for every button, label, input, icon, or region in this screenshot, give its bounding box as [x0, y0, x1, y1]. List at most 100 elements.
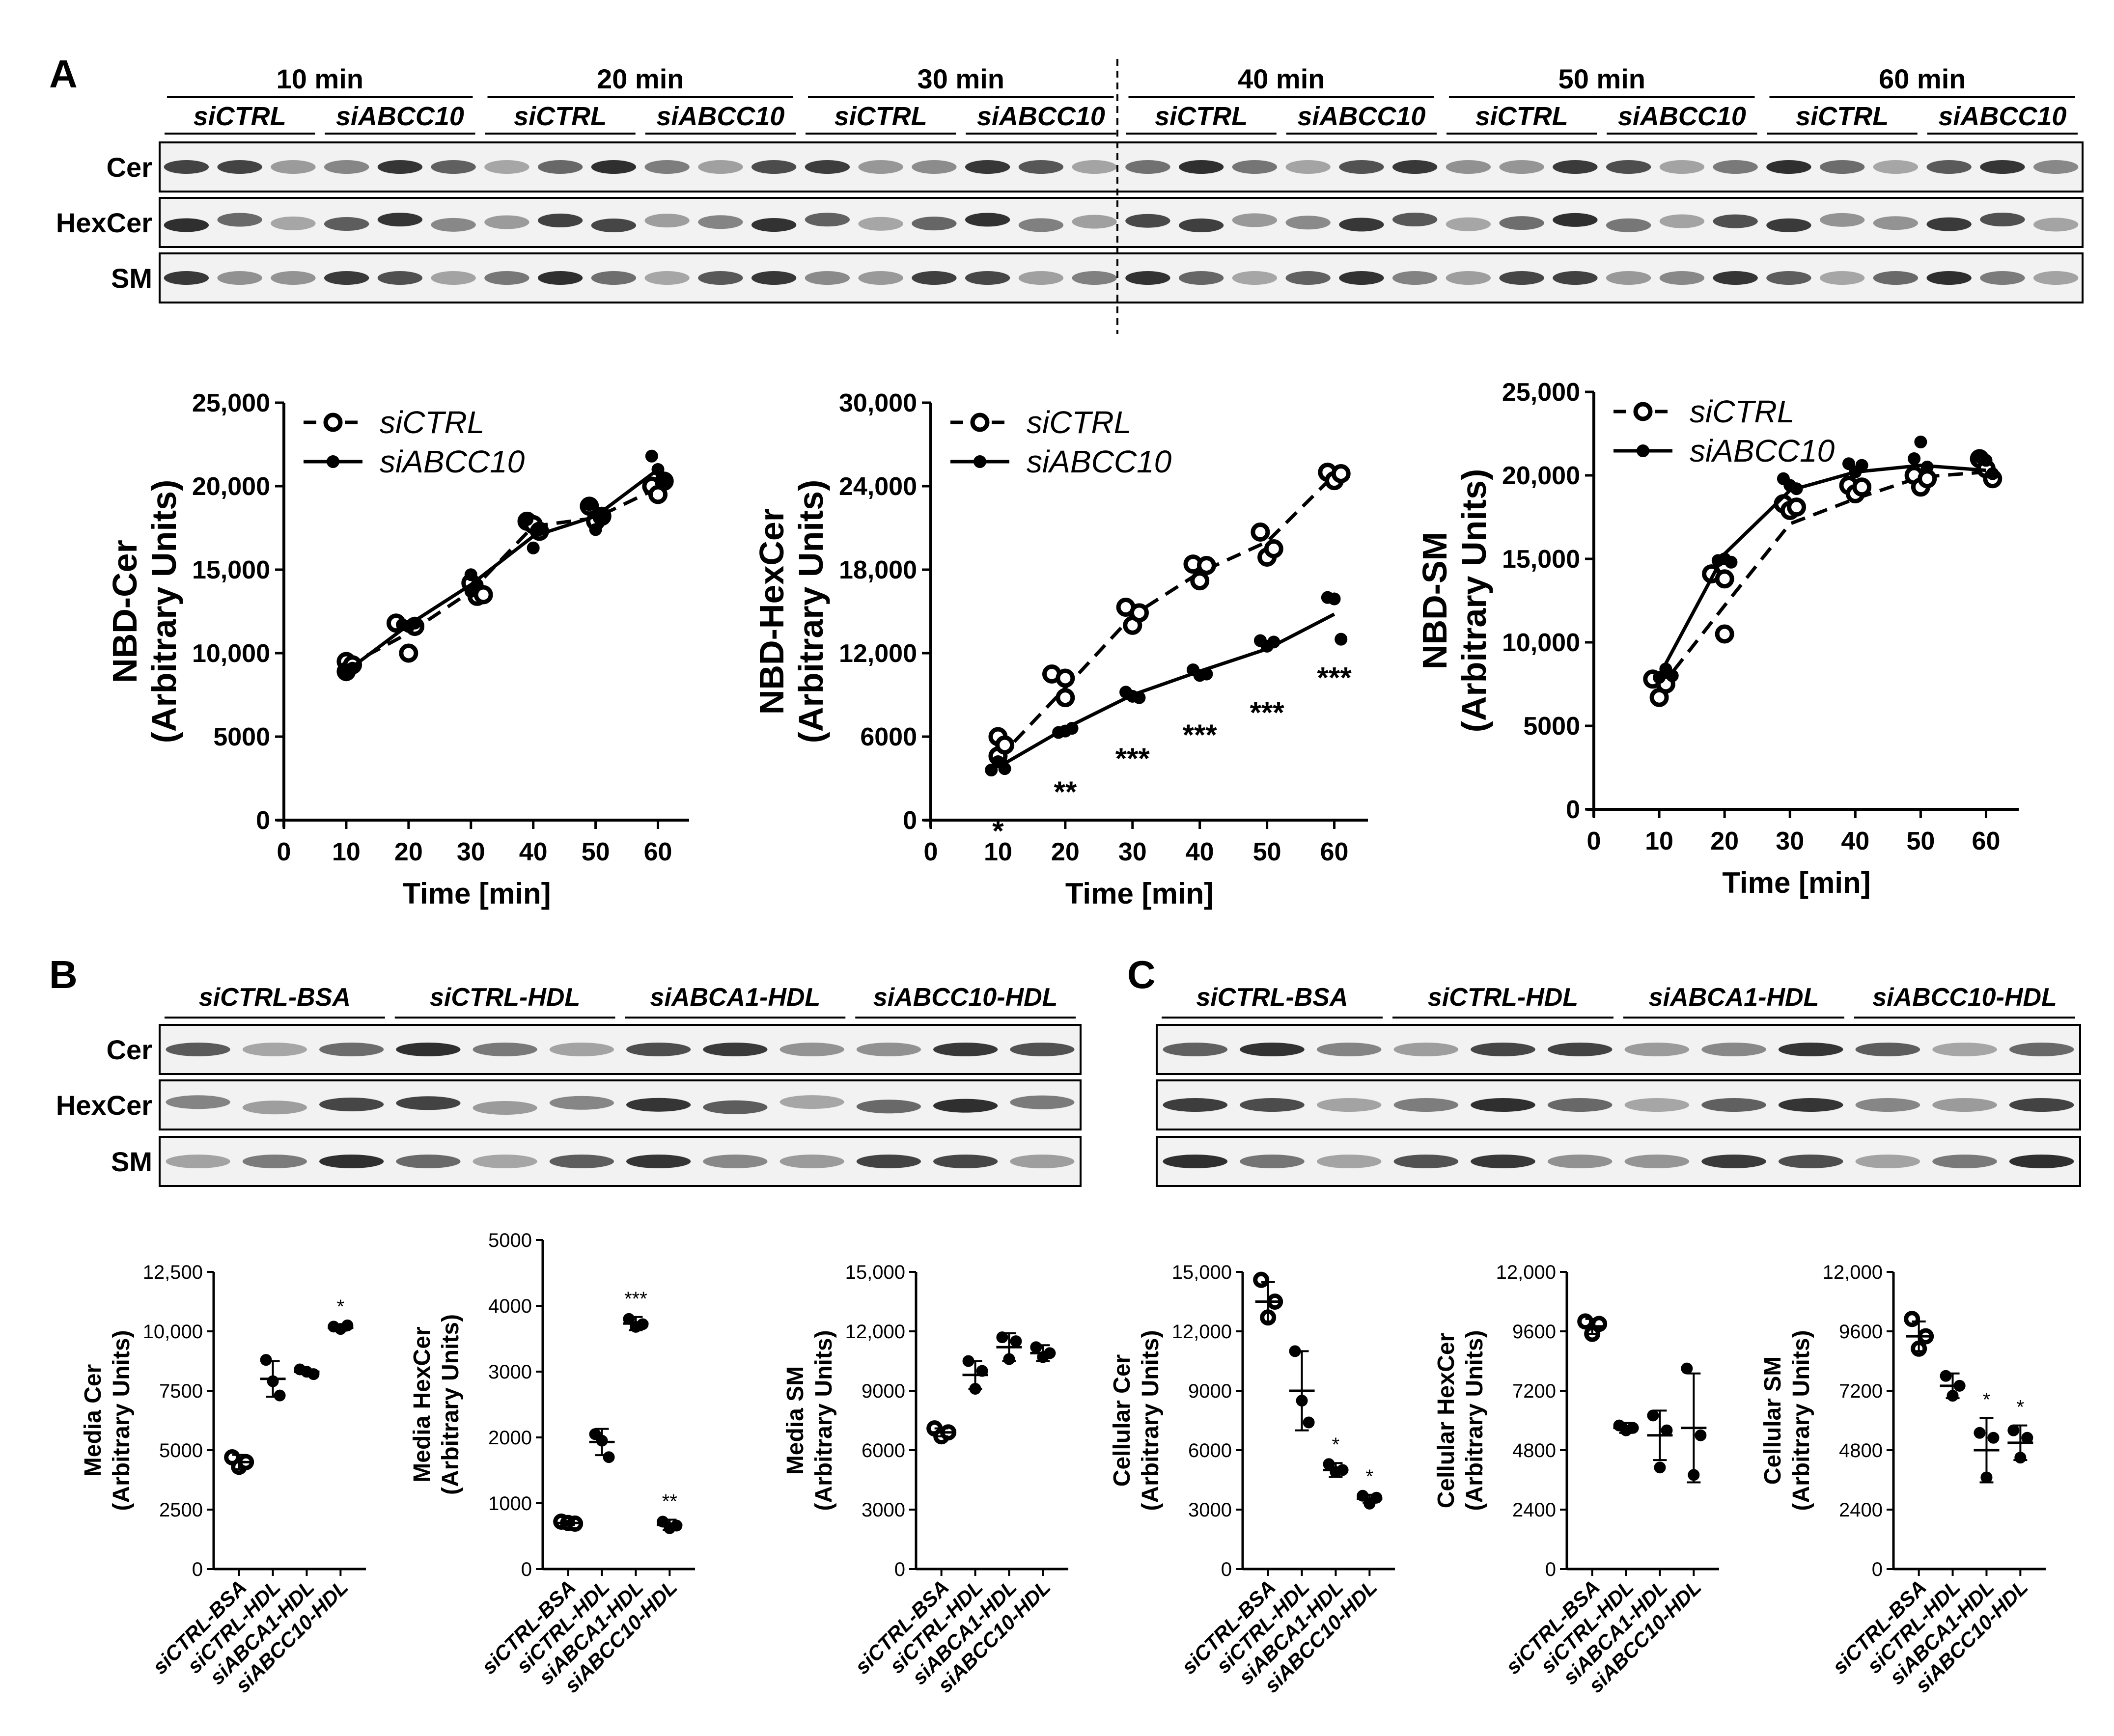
data-point [2007, 1424, 2020, 1436]
y-axis-label: (Arbitrary Units) [1462, 1330, 1488, 1511]
blot-band [1392, 160, 1438, 174]
data-point-siABCC10 [589, 523, 602, 536]
y-tick-label: 0 [1872, 1559, 1883, 1580]
y-axis-label: (Arbitrary Units) [792, 480, 830, 744]
blot-band [166, 1155, 230, 1168]
y-tick-label: 10,000 [192, 639, 270, 668]
blot-band [912, 160, 957, 174]
y-tick-label: 2400 [1512, 1499, 1556, 1521]
blot-band [644, 214, 690, 228]
blot-band [1819, 160, 1865, 174]
blot-band [1855, 1043, 1920, 1056]
y-tick-label: 6000 [860, 723, 917, 751]
blot-band [1932, 1043, 1997, 1056]
significance-label: *** [1317, 661, 1352, 694]
blot-band [1932, 1098, 1997, 1112]
group-label: siABCC10-HDL [1872, 983, 2057, 1012]
blot-band [779, 1155, 844, 1168]
blot-band [805, 213, 850, 227]
blot-band [324, 160, 369, 174]
chart-b3: 030006000900012,00015,000siCTRL-BSAsiCTR… [782, 1262, 1068, 1697]
blot-band [1240, 1043, 1305, 1056]
blot-band [1499, 160, 1544, 174]
y-tick-label: 0 [1545, 1559, 1556, 1580]
blot-strip-c-row-2-frame [1156, 1079, 2081, 1130]
x-tick-label: 10 [332, 838, 361, 866]
time-label: 60 min [1879, 63, 1966, 94]
data-point-siCTRL [1715, 624, 1734, 644]
data-point-siABCC10 [645, 449, 658, 463]
legend-label: siCTRL [1690, 394, 1794, 429]
y-tick-label: 20,000 [1502, 462, 1580, 490]
y-axis-label: Cellular SM [1760, 1356, 1786, 1485]
data-point-siCTRL [1056, 688, 1075, 708]
y-tick-label: 5000 [159, 1440, 203, 1461]
y-tick-label: 4000 [488, 1295, 532, 1317]
blot-band [912, 271, 957, 285]
fit-line-siCTRL [997, 473, 1336, 760]
blot-band [858, 217, 903, 231]
blot-band [1392, 271, 1438, 285]
data-point [603, 1451, 615, 1463]
blot-band [324, 271, 369, 285]
legend-label: siABCC10 [1027, 444, 1172, 479]
data-point [1303, 1416, 1315, 1429]
data-point [1974, 1427, 1986, 1439]
data-point-siCTRL [1251, 523, 1270, 542]
blot-band [1873, 271, 1919, 285]
group-label: siCTRL-BSA [199, 983, 351, 1012]
group-label: siCTRL [1475, 102, 1568, 131]
blot-band [1547, 1155, 1613, 1168]
blot-band [1446, 160, 1491, 174]
blot-band [431, 218, 476, 232]
data-point-siABCC10 [527, 541, 540, 554]
blot-band [856, 1155, 921, 1168]
blot-band [319, 1155, 384, 1168]
blot-band [242, 1101, 307, 1115]
data-point-siCTRL [399, 643, 418, 663]
blot-band [591, 160, 637, 174]
group-label: siABCA1-HDL [650, 983, 821, 1012]
data-point-siCTRL [1331, 464, 1351, 483]
blot-band [856, 1043, 921, 1056]
blot-band [1163, 1155, 1228, 1168]
y-tick-label: 12,000 [1172, 1321, 1232, 1343]
significance-label: * [1983, 1389, 1991, 1410]
data-point-siCTRL [1918, 469, 1937, 489]
data-point [1681, 1362, 1693, 1375]
group-label: siCTRL [194, 102, 286, 131]
blot-band [1659, 160, 1705, 174]
blot-band [1778, 1098, 1843, 1112]
y-axis-label: (Arbitrary Units) [1455, 469, 1493, 733]
blot-band [1393, 1043, 1459, 1056]
y-tick-label: 30,000 [839, 389, 917, 417]
data-point-siABCC10 [1790, 482, 1803, 496]
blot-row-label: SM [111, 1146, 152, 1177]
legend-marker [974, 455, 986, 468]
blot-band [1606, 271, 1651, 285]
y-tick-label: 7200 [1839, 1380, 1883, 1402]
x-tick-label: 30 [1776, 827, 1804, 855]
data-point-siABCC10 [1133, 691, 1146, 704]
significance-label: * [2017, 1397, 2025, 1418]
blot-band [1232, 160, 1278, 174]
x-tick-label: 0 [924, 838, 938, 866]
data-point [260, 1354, 272, 1366]
data-point-siABCC10 [583, 498, 596, 511]
y-tick-label: 10,000 [143, 1321, 203, 1343]
blot-band [1547, 1043, 1613, 1056]
y-axis-label: NBD-SM [1416, 532, 1454, 669]
blot-band [1926, 160, 1972, 174]
data-point-siABCC10 [1908, 452, 1921, 465]
legend-marker [970, 413, 990, 432]
blot-band [1553, 160, 1598, 174]
data-point [1940, 1370, 1952, 1382]
blot-band [1624, 1155, 1690, 1168]
significance-label: *** [1183, 718, 1218, 751]
blot-band [217, 160, 262, 174]
blot-band [1178, 271, 1224, 285]
y-tick-label: 9000 [1188, 1380, 1232, 1402]
data-point-siABCC10 [464, 568, 477, 581]
data-point-siCTRL [1852, 477, 1872, 497]
